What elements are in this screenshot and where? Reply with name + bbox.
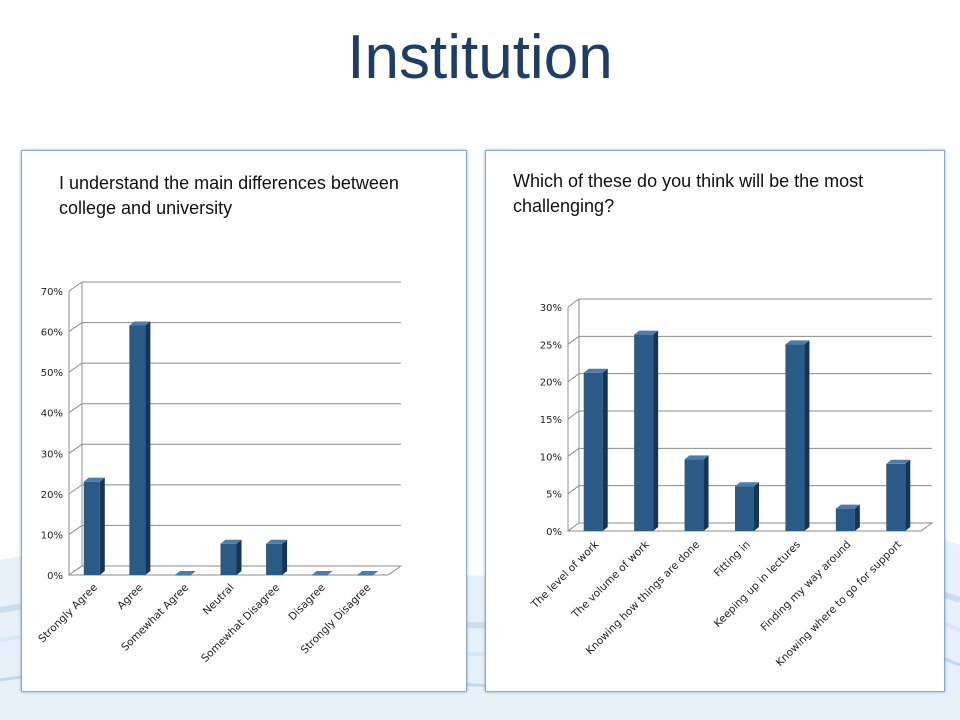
y-tick-label: 50%: [41, 368, 63, 379]
x-tick-label: Agree: [115, 582, 145, 612]
x-tick-label: Strongly Agree: [36, 582, 100, 646]
y-tick-label: 70%: [41, 287, 63, 298]
y-tick-label: 0%: [546, 527, 562, 538]
y-tick-label: 20%: [41, 490, 63, 501]
bar: [357, 571, 379, 576]
y-tick-label: 25%: [540, 340, 562, 351]
y-tick-label: 0%: [47, 571, 63, 582]
y-tick-label: 20%: [540, 378, 562, 389]
bar-chart-differences: 0% 10% 20% 30% 40% 50% 60% 70% Strongly Agree Agr…: [36, 281, 403, 665]
chart-panel-left: I understand the main differences betwee…: [21, 150, 467, 692]
bar: [220, 539, 242, 575]
grid-wall-line: [567, 373, 580, 383]
x-tick-label: Neutral: [201, 582, 237, 618]
bar: [174, 571, 196, 576]
bar: [129, 321, 151, 575]
x-tick-label: Knowing how things are done: [584, 539, 702, 657]
bar: [886, 459, 911, 531]
grid-wall-line: [567, 298, 580, 308]
x-tick-label: Somewhat Disagree: [199, 582, 282, 665]
bar: [311, 571, 333, 576]
y-tick-label: 60%: [41, 328, 63, 339]
bar: [785, 340, 810, 531]
y-tick-label: 10%: [41, 530, 63, 541]
bar: [835, 504, 860, 531]
y-tick-label: 5%: [546, 490, 562, 501]
grid-wall-line: [567, 447, 580, 457]
grid-wall-line: [68, 403, 83, 414]
bar: [583, 368, 608, 531]
bar-chart-challenging: 0%5%10%15%20%25%30%The level of workThe …: [528, 298, 934, 669]
chart-title: Which of these do you think will be the …: [513, 171, 864, 216]
bar: [684, 455, 709, 531]
bar: [735, 482, 759, 531]
grid-wall-line: [68, 322, 83, 332]
y-tick-label: 15%: [540, 415, 562, 426]
y-tick-label: 30%: [540, 303, 562, 314]
grid-wall-line: [68, 484, 83, 495]
x-tick-label: Finding my way around: [758, 539, 853, 634]
grid-wall-line: [567, 335, 580, 345]
x-tick-label: Disagree: [286, 582, 327, 623]
x-tick-label: Keeping up in lectures: [712, 539, 803, 630]
chart-panel-right: Which of these do you think will be the …: [485, 150, 945, 692]
bar: [634, 330, 659, 531]
grid-wall-line: [68, 525, 83, 535]
chart-title: I understand the main differences betwee…: [59, 173, 399, 218]
y-tick-label: 10%: [540, 452, 562, 463]
grid-wall-line: [567, 485, 580, 495]
grid-wall-line: [68, 281, 83, 292]
grid-wall-line: [68, 362, 83, 373]
bar: [83, 477, 105, 575]
y-tick-label: 30%: [41, 449, 63, 460]
bar: [266, 539, 288, 575]
page-title: Institution: [347, 23, 613, 92]
x-tick-label: Fitting in: [712, 539, 753, 580]
grid-wall-line: [68, 443, 83, 454]
y-tick-label: 40%: [41, 409, 63, 420]
grid-wall-line: [567, 410, 580, 420]
